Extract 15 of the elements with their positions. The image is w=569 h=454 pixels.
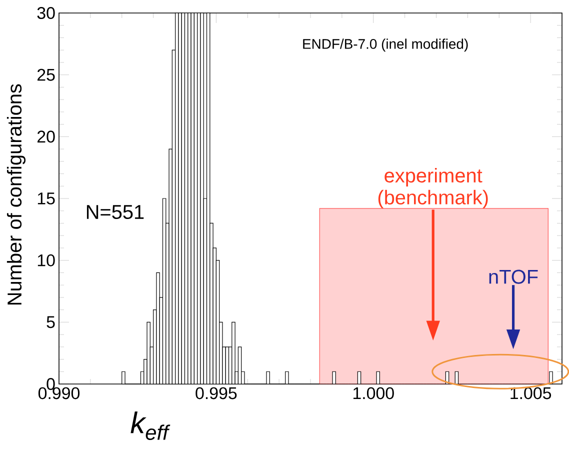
annotation: ENDF/B-7.0 (inel modified)	[303, 38, 468, 52]
y-tick-label: 20	[38, 130, 55, 143]
annotation: N=551	[86, 205, 144, 220]
y-tick-label: 25	[38, 68, 55, 81]
y-tick-label: 10	[38, 254, 55, 266]
x-axis-title: k$_{eff}$	[130, 412, 170, 440]
annotation: nTOF	[489, 270, 538, 284]
x-tick-label: 1.000	[353, 387, 394, 400]
y-axis-title: Number of configurations	[6, 84, 26, 304]
x-tick-label: 0.995	[196, 387, 237, 400]
annotation: experiment (benchmark)	[378, 168, 488, 208]
y-tick-label: 30	[37, 7, 55, 19]
x-tick-label: 1.005	[510, 387, 552, 400]
y-tick-label: 5	[46, 316, 55, 328]
y-tick-label: 15	[38, 192, 55, 204]
